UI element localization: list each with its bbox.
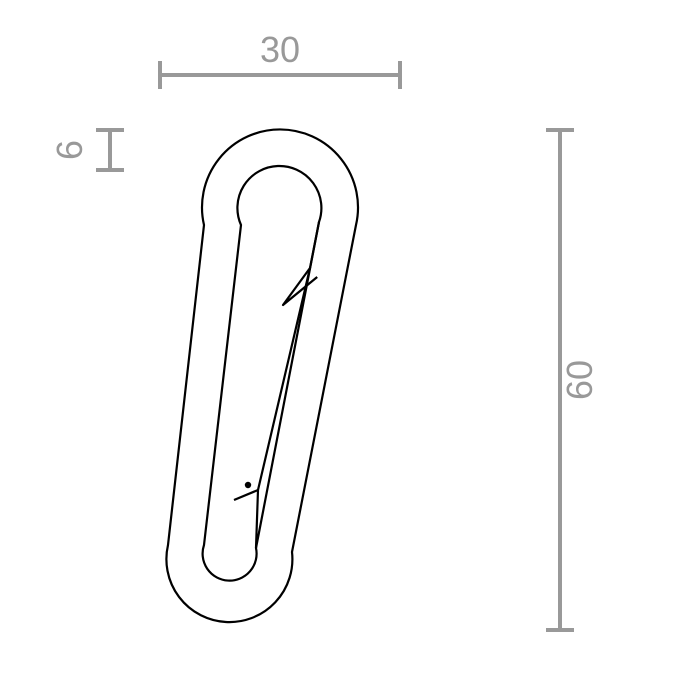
carabiner-rivet	[245, 482, 251, 488]
carabiner-body	[166, 129, 358, 622]
carabiner-technical-diagram: 30 60 6	[0, 0, 700, 700]
dimension-label-width: 30	[260, 29, 300, 70]
carabiner-gate-base-line	[234, 490, 258, 500]
dimension-label-material: 6	[49, 140, 90, 160]
dimension-label-height: 60	[559, 360, 600, 400]
